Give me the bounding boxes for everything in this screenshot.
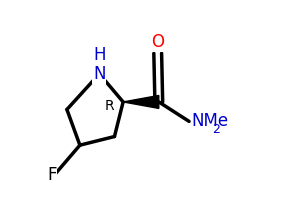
Text: H: H xyxy=(93,46,106,64)
Text: O: O xyxy=(151,34,164,51)
Text: 2: 2 xyxy=(212,123,220,136)
Text: NMe: NMe xyxy=(191,112,228,130)
Text: F: F xyxy=(47,166,57,184)
Polygon shape xyxy=(123,95,159,108)
Text: N: N xyxy=(93,65,106,83)
Text: R: R xyxy=(104,99,114,113)
